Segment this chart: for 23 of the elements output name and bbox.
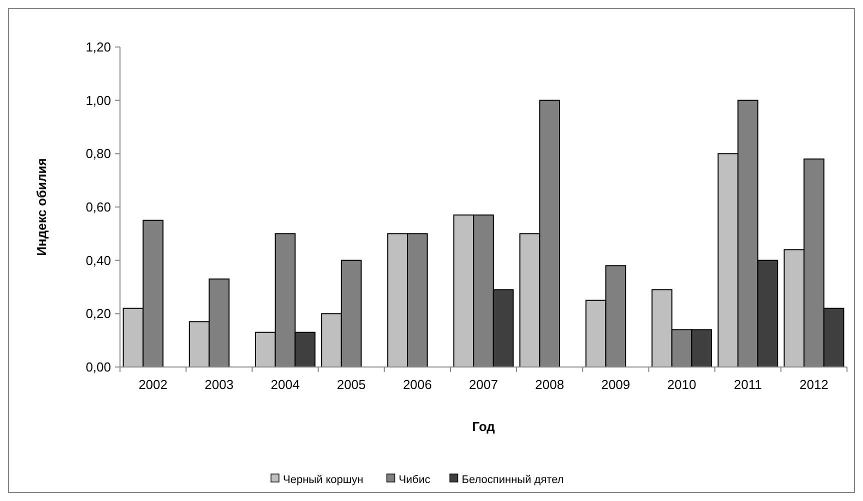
x-tick-label: 2012: [799, 377, 828, 392]
y-axis-title: Индекс обилия: [34, 158, 49, 256]
legend-label: Черный коршун: [283, 474, 364, 486]
y-tick-label: 0,60: [86, 200, 111, 215]
y-tick-label: 0,00: [86, 360, 111, 375]
x-tick-label: 2006: [402, 377, 432, 392]
x-tick-label: 2010: [667, 377, 696, 392]
y-tick-label: 1,20: [86, 40, 111, 55]
legend-label: Белоспинный дятел: [462, 474, 564, 486]
x-tick-label: 2007: [469, 377, 498, 392]
y-tick-label: 1,00: [86, 92, 111, 108]
y-tick-label: 0,20: [86, 306, 111, 322]
y-tick-label: 0,80: [86, 146, 111, 162]
x-tick-label: 2005: [336, 377, 366, 392]
x-axis-title: Год: [472, 419, 496, 434]
x-tick-label: 2008: [535, 377, 564, 392]
x-tick-label: 2004: [270, 377, 300, 392]
x-tick-label: 2009: [601, 377, 630, 392]
x-tick-label: 2003: [204, 377, 234, 392]
legend-label: Чибис: [398, 474, 431, 486]
y-tick-label: 0,40: [86, 252, 111, 268]
x-tick-label: 2002: [138, 377, 168, 392]
x-tick-label: 2011: [734, 377, 762, 392]
